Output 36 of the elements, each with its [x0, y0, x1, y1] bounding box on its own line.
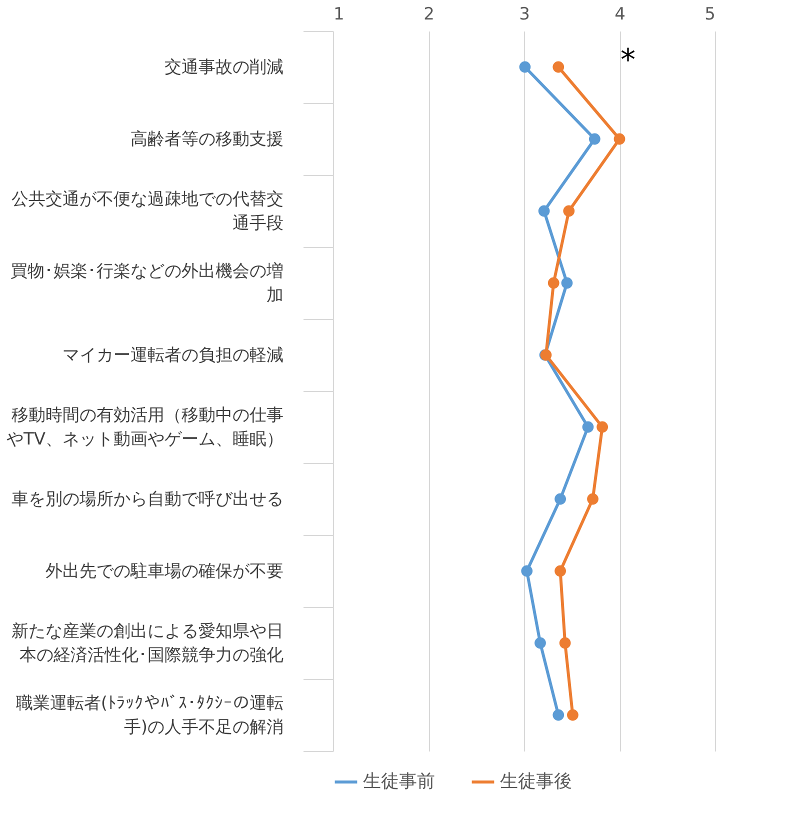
point [521, 565, 533, 577]
point [548, 277, 560, 289]
x-tick-label: 1 [334, 4, 344, 24]
point [588, 133, 600, 145]
y-tick-label: 新たな産業の創出による愛知県や日本の経済活性化･国際競争力の強化 [12, 622, 284, 666]
point [554, 493, 566, 505]
annotation: * [620, 43, 636, 78]
y-tick-label: 移動時間の有効活用（移動中の仕事やTV、ネット動画やゲーム、睡眠） [6, 406, 284, 450]
y-tick-label: 職業運転者(ﾄﾗｯｸやﾊﾞｽ･ﾀｸｼｰの運転手)の人手不足の解消 [16, 694, 284, 738]
point [552, 61, 564, 73]
point [554, 565, 566, 577]
x-tick-label: 2 [424, 4, 434, 24]
point [614, 133, 626, 145]
legend-label: 生徒事後 [500, 771, 572, 792]
y-tick-label: 外出先での駐車場の確保が不要 [46, 562, 284, 582]
point [559, 637, 571, 649]
point [582, 421, 594, 433]
y-tick-label: 車を別の場所から自動で呼び出せる [12, 490, 284, 510]
point [563, 205, 575, 217]
point [519, 61, 531, 73]
y-tick-label: 買物･娯楽･行楽などの外出機会の増加 [10, 262, 284, 306]
point [538, 205, 550, 217]
x-tick-label: 4 [614, 4, 626, 24]
point [561, 277, 573, 289]
point [552, 709, 564, 721]
y-tick-label: 交通事故の削減 [164, 58, 284, 78]
point [567, 709, 578, 721]
point [534, 637, 546, 649]
y-tick-label: マイカー運転者の負担の軽減 [62, 346, 284, 366]
point [596, 421, 608, 433]
point [587, 493, 598, 505]
legend-label: 生徒事前 [363, 771, 435, 792]
x-tick-label: 3 [519, 4, 530, 24]
y-tick-label: 高齢者等の移動支援 [130, 130, 284, 150]
y-tick-label: 公共交通が不便な過疎地での代替交通手段 [12, 190, 284, 234]
x-tick-label: 5 [704, 4, 716, 24]
